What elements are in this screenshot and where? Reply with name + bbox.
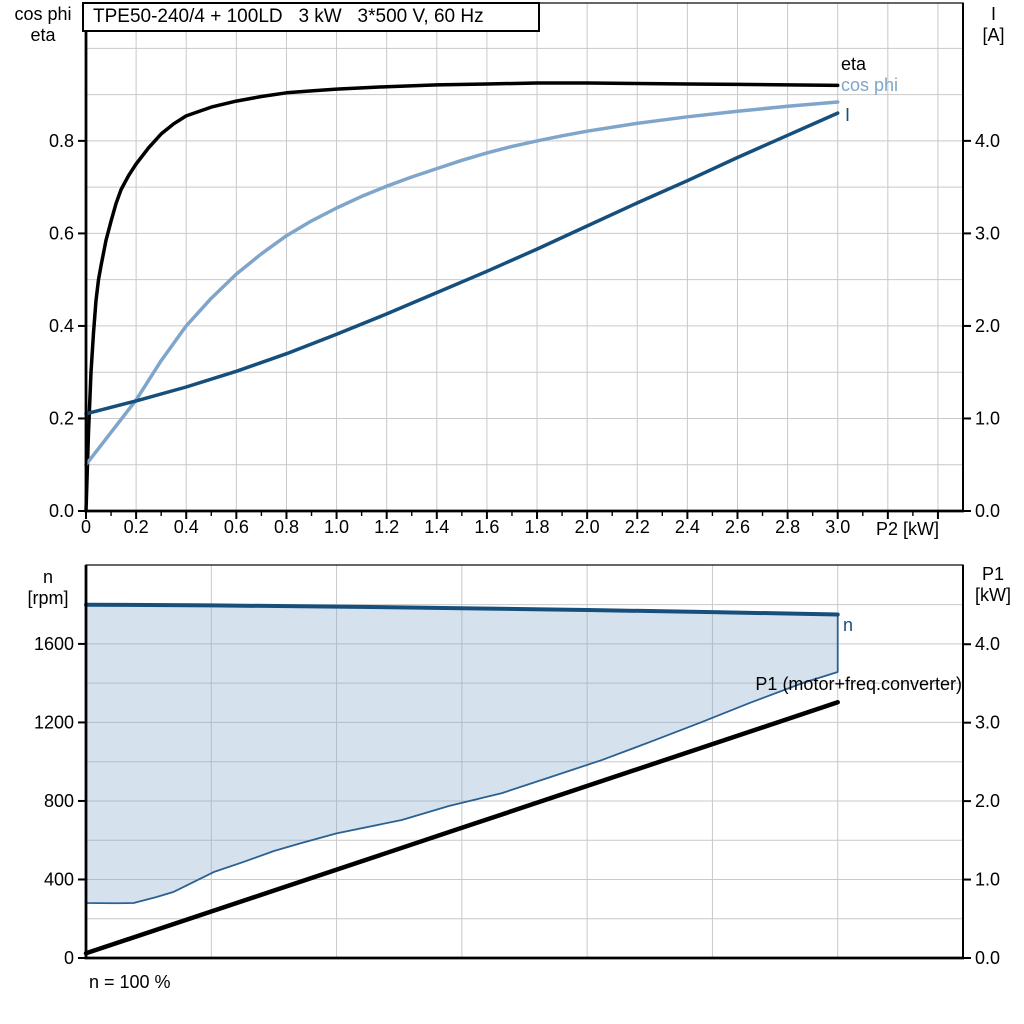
tick-label-left: 0.0 xyxy=(49,501,74,521)
tick-label-left: 400 xyxy=(44,869,74,889)
tick-label-right: 4.0 xyxy=(975,131,1000,151)
curve-label-eta: eta xyxy=(841,54,867,74)
tick-label-x: 2.2 xyxy=(625,517,650,537)
tick-label-x: 1.6 xyxy=(474,517,499,537)
tick-label-left: 1600 xyxy=(34,634,74,654)
tick-label-right: 0.0 xyxy=(975,501,1000,521)
tick-label-x: 0.8 xyxy=(274,517,299,537)
speed-percent-note: n = 100 % xyxy=(89,972,171,992)
series-n xyxy=(84,602,840,617)
tick-label-left: 0.2 xyxy=(49,408,74,428)
tick-label-left: 0.4 xyxy=(49,316,74,336)
tick-label-left: 1200 xyxy=(34,712,74,732)
tick-label-x: 2.4 xyxy=(675,517,700,537)
tick-label-x: 0.2 xyxy=(124,517,149,537)
curve-label-cos-phi: cos phi xyxy=(841,75,899,95)
axis-label-n: n xyxy=(42,567,53,587)
top-right-axis-label: I [A] xyxy=(963,4,1024,46)
tick-label-x: 2.6 xyxy=(725,517,750,537)
tick-label-x: 0.4 xyxy=(174,517,199,537)
chart-title-box: TPE50-240/4 + 100LD 3 kW 3*500 V, 60 Hz xyxy=(82,2,540,32)
tick-label-x: 2.0 xyxy=(575,517,600,537)
tick-label-left: 800 xyxy=(44,791,74,811)
top-left-axis-label: cos phi eta xyxy=(0,4,86,46)
tick-label-x: 1.8 xyxy=(525,517,550,537)
curve-label-current: I xyxy=(845,105,851,125)
series-p1-motor-freq-converter- xyxy=(83,700,840,956)
tick-label-right: 1.0 xyxy=(975,870,1000,890)
axis-label-cos-phi: cos phi xyxy=(14,4,72,24)
axis-label-rpm-unit: [rpm] xyxy=(27,588,69,608)
curve-label-p1: P1 (motor+freq.converter) xyxy=(755,674,962,694)
chart-title: TPE50-240/4 + 100LD 3 kW 3*500 V, 60 Hz xyxy=(93,6,484,27)
tick-label-x: 0.6 xyxy=(224,517,249,537)
series-i xyxy=(84,111,840,416)
tick-label-right: 0.0 xyxy=(975,948,1000,968)
axis-label-kw-unit: [kW] xyxy=(975,585,1011,605)
tick-label-x: 0 xyxy=(81,517,91,537)
axis-label-i: I xyxy=(990,4,996,24)
x-axis-label-p2: P2 [kW] xyxy=(876,519,940,539)
plot-frame xyxy=(85,2,964,512)
tick-label-x: 2.8 xyxy=(775,517,800,537)
axis-label-ampere-unit: [A] xyxy=(982,25,1005,45)
tick-label-right: 1.0 xyxy=(975,408,1000,428)
curve-label-speed: n xyxy=(843,615,854,635)
tick-label-x: 1.4 xyxy=(424,517,449,537)
tick-label-x: 3.0 xyxy=(825,517,850,537)
bottom-left-axis-label: n [rpm] xyxy=(5,567,91,609)
axis-label-eta: eta xyxy=(30,25,56,45)
series-cos-phi xyxy=(84,100,840,467)
tick-label-right: 4.0 xyxy=(975,634,1000,654)
tick-label-right: 2.0 xyxy=(975,316,1000,336)
bottom-right-axis-label: P1 [kW] xyxy=(962,564,1024,606)
tick-label-x: 1.0 xyxy=(324,517,349,537)
tick-label-right: 3.0 xyxy=(975,223,1000,243)
tick-label-left: 0 xyxy=(64,948,74,968)
tick-label-right: 3.0 xyxy=(975,713,1000,733)
tick-label-x: 1.2 xyxy=(374,517,399,537)
tick-label-left: 0.6 xyxy=(49,223,74,243)
axis-label-p1: P1 xyxy=(981,564,1005,584)
tick-label-right: 2.0 xyxy=(975,791,1000,811)
series-eta xyxy=(84,81,840,513)
tick-label-left: 0.8 xyxy=(49,131,74,151)
